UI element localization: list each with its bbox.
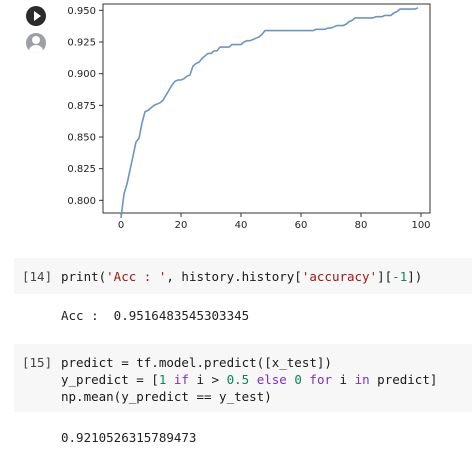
code-token: in	[354, 372, 370, 387]
cell-output: Acc : 0.9516483545303345	[61, 308, 250, 323]
code-token: 'accuracy'	[301, 269, 378, 284]
code-token: else	[256, 372, 287, 387]
code-line: np.mean(y_predict == y_test)	[61, 388, 437, 405]
code-token: ])	[407, 269, 423, 284]
y-tick-label: 0.850	[67, 133, 96, 144]
x-tick-label: 100	[411, 220, 430, 231]
code-token: 'Acc : '	[106, 269, 167, 284]
y-tick-label: 0.825	[67, 164, 96, 175]
code-cell-14[interactable]: [14] print('Acc : ', history.history['ac…	[14, 258, 472, 294]
plot-frame	[102, 3, 431, 214]
code-token: np.mean(y_predict == y_test)	[61, 389, 272, 404]
x-tick-label: 80	[355, 220, 368, 231]
code-token: -1	[392, 269, 408, 284]
play-circle-icon[interactable]	[26, 6, 46, 26]
code-token: print(	[61, 269, 107, 284]
user-avatar-head	[32, 36, 40, 44]
x-tick-label: 20	[175, 220, 188, 231]
cell-output: 0.9210526315789473	[61, 430, 197, 445]
plot-layer: 0 20 40 60 80 100 0.800 0.825 0.850 0.875 0.900 0.9…	[67, 3, 431, 231]
code-line: print('Acc : ', history.history['accurac…	[61, 268, 422, 285]
x-tick-label: 60	[295, 220, 308, 231]
cell-prompt: [15]	[22, 355, 53, 370]
code-token: , history.history[	[166, 269, 302, 284]
code-token: predict]	[369, 372, 438, 387]
y-tick-label: 0.900	[67, 69, 96, 80]
cell-prompt: [14]	[22, 269, 53, 284]
accuracy-line-chart: 0 20 40 60 80 100 0.800 0.825 0.850 0.875 0.900 0.9…	[67, 3, 431, 231]
code-token: 0.5	[226, 372, 250, 387]
y-tick-label: 0.875	[67, 101, 96, 112]
code-cell-15[interactable]: [15] predict = tf.model.predict([x_test]…	[14, 344, 472, 412]
code-token	[166, 372, 174, 387]
code-editor[interactable]: print('Acc : ', history.history['accurac…	[61, 268, 422, 285]
code-token: for	[309, 372, 332, 387]
y-tick-label: 0.800	[67, 196, 96, 207]
user-avatar-icon	[26, 33, 46, 53]
code-token: 1	[158, 372, 167, 387]
code-token: predict = tf.model.predict([x_test])	[61, 355, 332, 370]
code-token: if	[173, 372, 189, 387]
code-token: ][	[377, 269, 393, 284]
y-tick-label: 0.925	[67, 38, 96, 49]
y-tick-label: 0.950	[67, 6, 96, 17]
x-tick-label: 40	[235, 220, 248, 231]
code-token: i	[332, 372, 355, 387]
code-token: 0	[294, 372, 302, 387]
code-token	[249, 372, 257, 387]
code-token: y_predict = [	[61, 372, 159, 387]
user-avatar-body	[29, 45, 43, 53]
code-line: y_predict = [1 if i > 0.5 else 0 for i i…	[61, 371, 437, 388]
x-tick-label: 0	[118, 220, 124, 231]
code-line: predict = tf.model.predict([x_test])	[61, 354, 437, 371]
code-editor[interactable]: predict = tf.model.predict([x_test]) y_pr…	[61, 354, 437, 405]
accuracy-series-line	[120, 7, 419, 219]
code-token: i >	[188, 372, 227, 387]
